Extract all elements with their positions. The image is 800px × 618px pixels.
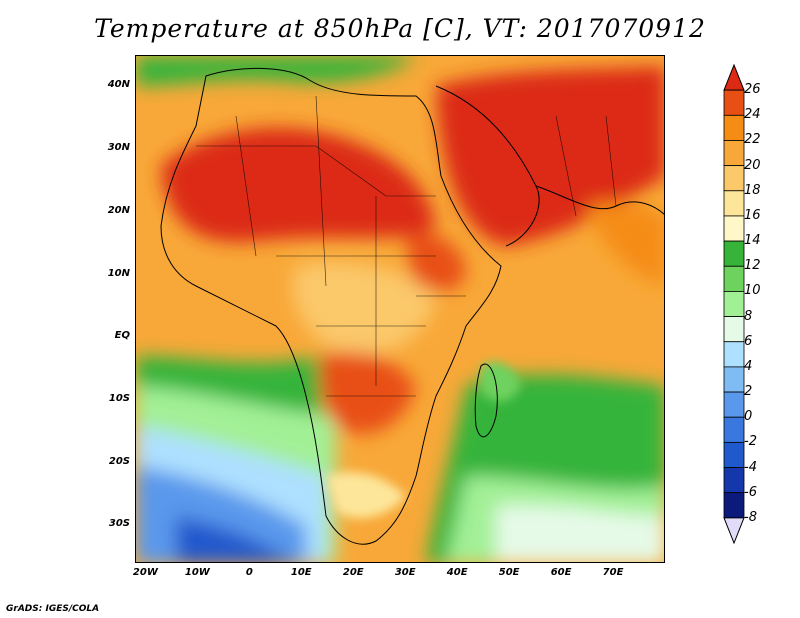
colorbar-label: 24 — [744, 107, 761, 123]
lon-tick-label: 50E — [498, 567, 520, 578]
colorbar-label: 12 — [744, 258, 761, 274]
chart-title: Temperature at 850hPa [C], VT: 201707091… — [94, 14, 706, 43]
lat-tick-label: 20N — [107, 204, 130, 216]
lon-tick-label: 10W — [184, 567, 210, 578]
colorbar-segment — [723, 215, 745, 242]
colorbar-segment — [723, 492, 745, 519]
colorbar-label: 22 — [744, 132, 761, 148]
colorbar-label: 20 — [744, 157, 761, 173]
lat-tick-label: 40N — [107, 79, 130, 91]
colorbar-top-arrow — [723, 63, 745, 91]
lon-tick-label: 60E — [550, 567, 572, 578]
colorbar-segment — [723, 391, 745, 418]
coastlines — [160, 67, 664, 545]
colorbar-segment — [723, 114, 745, 141]
colorbar-label: 8 — [744, 308, 753, 324]
colorbar-label: -8 — [744, 509, 757, 525]
colorbar-label: 0 — [744, 409, 753, 425]
colorbar-segment — [723, 140, 745, 167]
colorbar-segment — [723, 441, 745, 468]
temperature-field — [136, 56, 664, 562]
colorbar-segment — [723, 89, 745, 116]
colorbar-segment — [723, 240, 745, 267]
lon-tick-label: 30E — [394, 567, 416, 578]
country-borders — [196, 95, 617, 397]
colorbar-label: 2 — [744, 384, 753, 400]
lat-tick-label: EQ — [114, 330, 130, 342]
colorbar-label: -4 — [744, 459, 757, 475]
colorbar-segment — [723, 366, 745, 393]
colorbar-bottom-arrow — [723, 517, 745, 545]
colorbar-segment — [723, 291, 745, 317]
colorbar-label: 6 — [744, 333, 753, 349]
colorbar-segment — [723, 416, 745, 443]
colorbar-label: -2 — [744, 434, 757, 450]
lat-tick-label: 20S — [108, 455, 130, 467]
lon-tick-label: 20W — [132, 567, 158, 578]
colorbar-segment — [723, 165, 745, 192]
colorbar — [723, 63, 745, 545]
lon-tick-label: 70E — [602, 567, 624, 578]
lat-tick-label: 30S — [108, 518, 130, 530]
map-canvas — [136, 56, 664, 562]
temperature-map — [135, 55, 665, 563]
colorbar-label: 18 — [744, 182, 761, 198]
colorbar-segment — [723, 467, 745, 494]
lon-tick-label: 0 — [245, 567, 253, 578]
colorbar-segment — [723, 341, 745, 368]
colorbar-label: 26 — [744, 82, 761, 98]
colorbar-segment — [723, 190, 745, 217]
colorbar-segment — [723, 265, 745, 292]
colorbar-label: 16 — [744, 207, 761, 223]
lat-tick-label: 10N — [107, 267, 130, 279]
lat-tick-label: 30N — [107, 142, 130, 154]
colorbar-label: 10 — [744, 283, 761, 299]
lon-tick-label: 10E — [290, 567, 312, 578]
colorbar-label: 14 — [744, 233, 761, 249]
colorbar-label: -6 — [744, 484, 757, 500]
colorbar-label: 4 — [744, 358, 753, 374]
credit-text: GrADS: IGES/COLA — [6, 604, 100, 614]
lon-tick-label: 40E — [446, 567, 468, 578]
colorbar-segment — [723, 316, 745, 343]
lon-tick-label: 20E — [342, 567, 364, 578]
lat-tick-label: 10S — [108, 392, 130, 404]
